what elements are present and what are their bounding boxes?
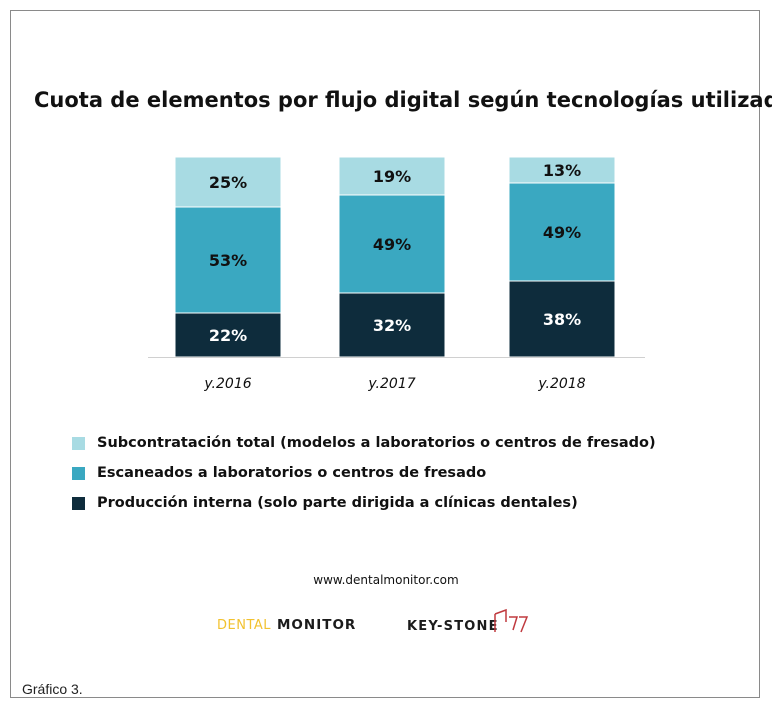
bar-segment bbox=[338, 156, 446, 196]
data-label: 49% bbox=[543, 223, 581, 242]
bar-segment bbox=[338, 292, 446, 358]
svg-text:DENTAL: DENTAL bbox=[217, 618, 271, 633]
data-label: 19% bbox=[373, 167, 411, 186]
website-url: www.dentalmonitor.com bbox=[313, 573, 459, 587]
data-label: 53% bbox=[209, 251, 247, 270]
legend-swatch-produccion bbox=[72, 496, 85, 510]
data-label: 49% bbox=[373, 235, 411, 254]
legend-label-subcontratacion: Subcontratación total (modelos a laborat… bbox=[97, 435, 656, 451]
data-label: 22% bbox=[209, 326, 247, 345]
x-tick-label: y.2018 bbox=[537, 376, 585, 392]
bar-segment bbox=[174, 312, 282, 358]
legend-item-subcontratacion: Subcontratación total (modelos a laborat… bbox=[72, 428, 656, 458]
stacked-bar-chart: 22% 53% 25% y.2016 32% 49% 19% y.2017 38% 49% 13% y… bbox=[148, 156, 645, 392]
x-tick-label: y.2017 bbox=[367, 376, 415, 392]
bar-segment bbox=[508, 182, 616, 282]
logos: DENTAL MONITOR KEY-STONE bbox=[217, 608, 529, 634]
dental-monitor-logo: DENTAL MONITOR bbox=[217, 617, 356, 633]
keystone-logo: KEY-STONE bbox=[407, 608, 529, 634]
data-label: 32% bbox=[373, 316, 411, 335]
bar-segment bbox=[174, 156, 282, 208]
svg-text:KEY-STONE: KEY-STONE bbox=[407, 619, 499, 634]
bar-segment bbox=[508, 280, 616, 358]
legend: Subcontratación total (modelos a laborat… bbox=[72, 428, 656, 518]
legend-item-produccion: Producción interna (solo parte dirigida … bbox=[72, 488, 656, 518]
data-label: 38% bbox=[543, 310, 581, 329]
figure-frame bbox=[10, 10, 760, 698]
legend-item-escaneados: Escaneados a laboratorios o centros de f… bbox=[72, 458, 656, 488]
legend-label-escaneados: Escaneados a laboratorios o centros de f… bbox=[97, 465, 487, 481]
bar-segment bbox=[508, 156, 616, 184]
data-label: 13% bbox=[543, 161, 581, 180]
bar-segment bbox=[338, 194, 446, 294]
legend-label-produccion: Producción interna (solo parte dirigida … bbox=[97, 495, 578, 511]
chart-title: Cuota de elementos por flujo digital seg… bbox=[34, 88, 772, 112]
x-tick-label: y.2016 bbox=[203, 376, 251, 392]
svg-text:MONITOR: MONITOR bbox=[277, 617, 356, 633]
legend-swatch-escaneados bbox=[72, 466, 85, 480]
figure-caption: Gráfico 3. bbox=[22, 681, 83, 697]
legend-swatch-subcontratacion bbox=[72, 436, 85, 450]
data-label: 25% bbox=[209, 173, 247, 192]
